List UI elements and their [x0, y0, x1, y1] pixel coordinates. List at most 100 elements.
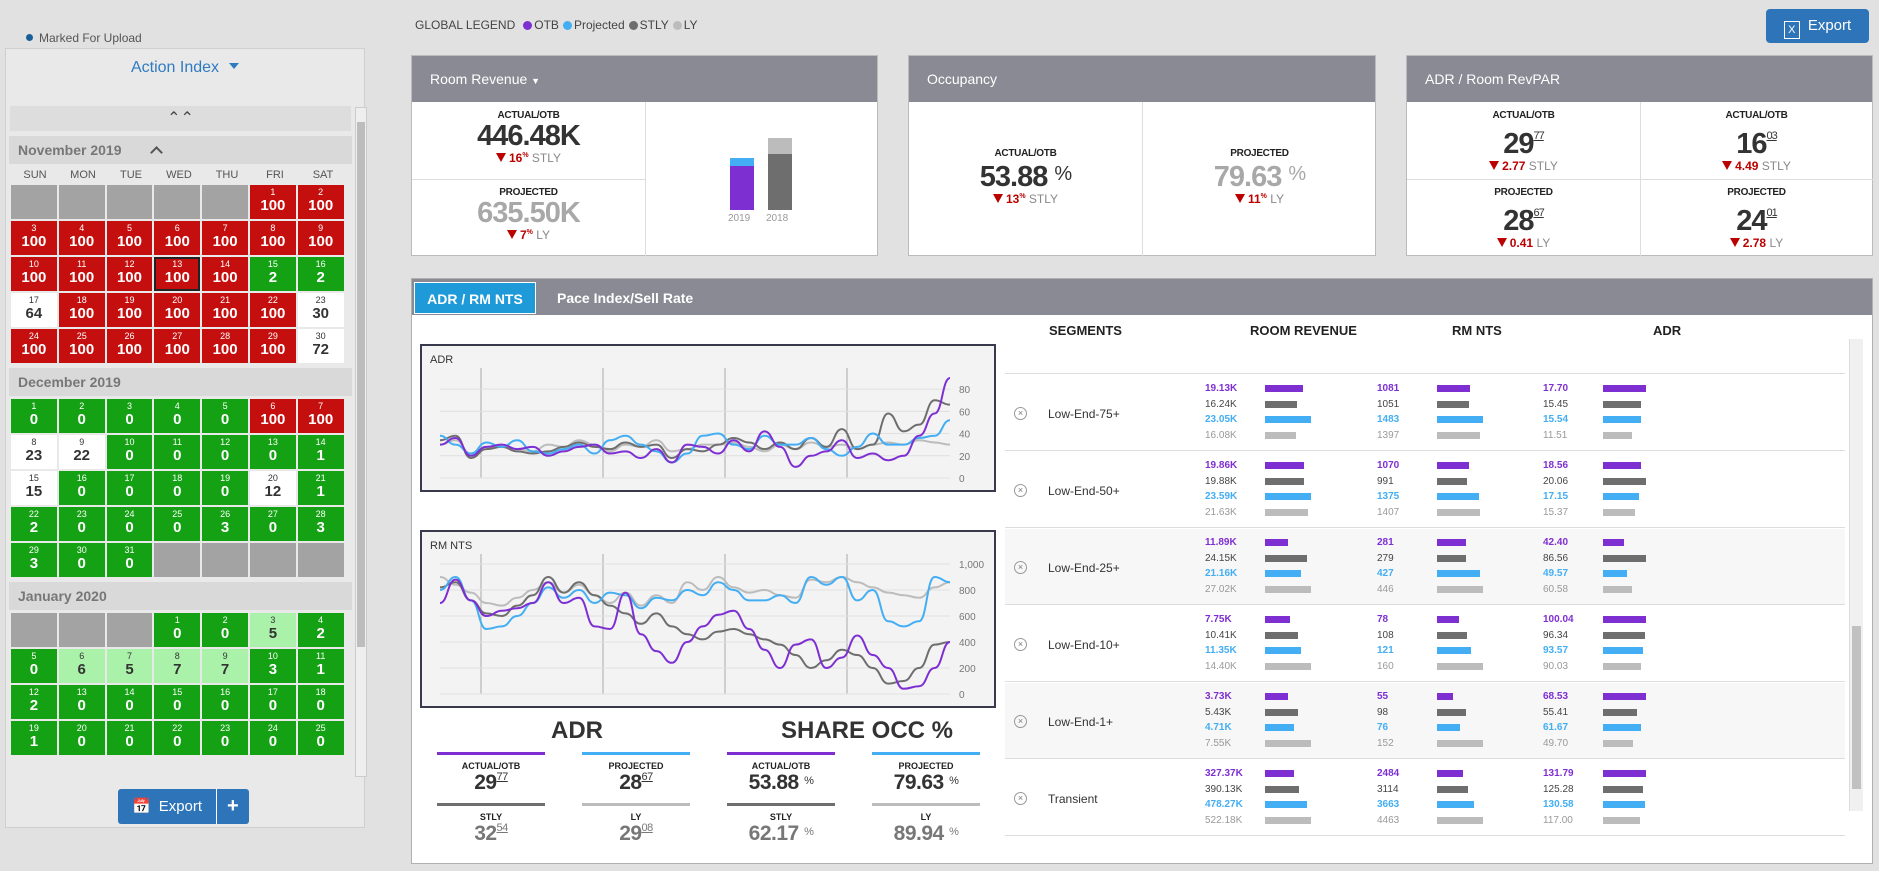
calendar-day[interactable]: 16 2 [297, 257, 344, 291]
remove-segment-icon[interactable]: × [1014, 715, 1027, 728]
calendar-export-button[interactable]: 📅 Export [118, 789, 217, 824]
calendar-day[interactable]: 22 2 [11, 507, 57, 541]
calendar-day[interactable]: 26 3 [202, 507, 248, 541]
calendar-day[interactable]: 12 2 [11, 685, 57, 719]
calendar-day[interactable]: 21 100 [202, 293, 248, 327]
scrollbar-thumb[interactable] [357, 122, 365, 647]
calendar-scroll-area[interactable]: ⌃⌃ November 2019 SUN MON TUE WED THU FRI SAT 1 10… [9, 105, 352, 775]
calendar-day[interactable]: 15 0 [154, 685, 201, 719]
calendar-day[interactable]: 25 100 [58, 329, 105, 363]
calendar-day[interactable]: 6 100 [154, 221, 201, 255]
calendar-day[interactable]: 14 1 [297, 435, 344, 469]
calendar-day[interactable]: 25 0 [154, 507, 201, 541]
calendar-day[interactable]: 30 0 [58, 543, 105, 577]
calendar-day[interactable]: 10 100 [11, 257, 57, 291]
calendar-day[interactable]: 24 100 [11, 329, 57, 363]
calendar-day[interactable]: 8 100 [249, 221, 296, 255]
add-button[interactable]: + [216, 789, 249, 824]
remove-segment-icon[interactable]: × [1014, 484, 1027, 497]
collapse-chevron-icon[interactable] [149, 146, 163, 159]
calendar-day[interactable]: 19 100 [106, 293, 153, 327]
calendar-day[interactable]: 23 0 [202, 721, 248, 755]
action-index-dropdown[interactable]: Action Index [6, 59, 364, 77]
scroll-up-double-chevron-icon[interactable]: ⌃⌃ [9, 105, 352, 132]
calendar-day[interactable]: 13 0 [249, 435, 296, 469]
calendar-day[interactable]: 15 2 [249, 257, 296, 291]
calendar-day[interactable]: 10 3 [249, 649, 296, 683]
tab-adr-rm-nts[interactable]: ADR / RM NTS [414, 282, 536, 314]
calendar-day[interactable]: 19 0 [202, 471, 248, 505]
calendar-day[interactable]: 28 3 [297, 507, 344, 541]
calendar-day[interactable]: 27 0 [249, 507, 296, 541]
calendar-day[interactable]: 18 0 [154, 471, 201, 505]
remove-segment-icon[interactable]: × [1014, 638, 1027, 651]
segments-table[interactable]: ×Mid-40017.12K17.69K1255121313.6414.58 × L… [1005, 338, 1861, 860]
table-scrollbar[interactable] [1849, 339, 1863, 811]
calendar-day[interactable]: 11 0 [154, 435, 201, 469]
calendar-day[interactable]: 11 1 [297, 649, 344, 683]
calendar-day[interactable]: 20 12 [249, 471, 296, 505]
calendar-day[interactable]: 28 100 [202, 329, 248, 363]
calendar-day[interactable]: 14 100 [202, 257, 248, 291]
calendar-day[interactable]: 9 22 [58, 435, 105, 469]
calendar-day[interactable]: 22 100 [249, 293, 296, 327]
calendar-day[interactable]: 23 0 [58, 507, 105, 541]
calendar-day[interactable]: 1 100 [249, 185, 296, 219]
calendar-day[interactable]: 17 0 [106, 471, 153, 505]
calendar-day[interactable]: 14 0 [106, 685, 153, 719]
calendar-day[interactable]: 17 0 [249, 685, 296, 719]
calendar-day[interactable]: 31 0 [106, 543, 153, 577]
remove-segment-icon[interactable]: × [1014, 792, 1027, 805]
calendar-day[interactable]: 24 0 [106, 507, 153, 541]
calendar-day[interactable]: 17 64 [11, 293, 57, 327]
calendar-day[interactable]: 29 3 [11, 543, 57, 577]
calendar-day[interactable]: 11 100 [58, 257, 105, 291]
remove-segment-icon[interactable]: × [1014, 561, 1027, 574]
calendar-day[interactable]: 21 1 [297, 471, 344, 505]
calendar-day[interactable]: 29 100 [249, 329, 296, 363]
calendar-day[interactable]: 30 72 [297, 329, 344, 363]
calendar-day[interactable]: 16 0 [58, 471, 105, 505]
calendar-day[interactable]: 15 15 [11, 471, 57, 505]
calendar-day[interactable]: 18 100 [58, 293, 105, 327]
calendar-day[interactable]: 13 100 [154, 257, 201, 291]
calendar-day[interactable]: 7 100 [202, 221, 248, 255]
scrollbar-thumb[interactable] [1852, 626, 1861, 789]
calendar-day[interactable]: 4 100 [58, 221, 105, 255]
calendar-day[interactable]: 22 0 [154, 721, 201, 755]
calendar-day[interactable]: 9 100 [297, 221, 344, 255]
calendar-day[interactable]: 25 0 [297, 721, 344, 755]
calendar-day[interactable]: 23 30 [297, 293, 344, 327]
calendar-day[interactable]: 13 0 [58, 685, 105, 719]
calendar-day[interactable]: 20 100 [154, 293, 201, 327]
calendar-day[interactable]: 19 1 [11, 721, 57, 755]
calendar-day[interactable]: 20 0 [58, 721, 105, 755]
calendar-day[interactable]: 21 0 [106, 721, 153, 755]
calendar-day[interactable]: 3 100 [11, 221, 57, 255]
calendar-day[interactable]: 10 0 [106, 435, 153, 469]
calendar-day[interactable]: 6 100 [249, 399, 296, 433]
room-revenue-dropdown[interactable]: Room Revenue ▼ [412, 56, 877, 102]
calendar-day[interactable]: 7 100 [297, 399, 344, 433]
calendar-day[interactable]: 12 0 [202, 435, 248, 469]
calendar-scrollbar[interactable] [355, 107, 367, 777]
calendar-day[interactable]: 27 100 [154, 329, 201, 363]
calendar-day[interactable]: 26 100 [106, 329, 153, 363]
calendar-day[interactable]: 5 100 [106, 221, 153, 255]
remove-segment-icon[interactable]: × [1014, 407, 1027, 420]
calendar-day[interactable]: 24 0 [249, 721, 296, 755]
calendar-day[interactable]: 16 0 [202, 685, 248, 719]
